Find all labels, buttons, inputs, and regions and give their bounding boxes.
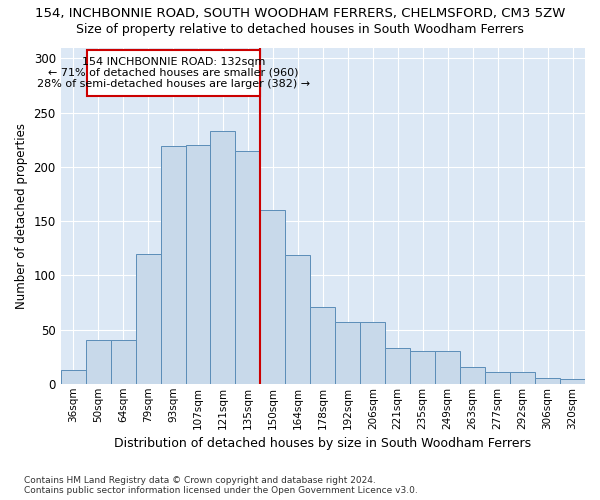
Text: ← 71% of detached houses are smaller (960): ← 71% of detached houses are smaller (96…: [48, 68, 299, 78]
Bar: [260, 210, 286, 384]
Bar: [61, 370, 86, 384]
Bar: [161, 146, 185, 384]
Bar: [310, 306, 335, 384]
Bar: [360, 322, 385, 384]
Text: Contains public sector information licensed under the Open Government Licence v3: Contains public sector information licen…: [24, 486, 418, 495]
Y-axis label: Number of detached properties: Number of detached properties: [15, 122, 28, 308]
Bar: [286, 254, 310, 384]
Text: 154 INCHBONNIE ROAD: 132sqm: 154 INCHBONNIE ROAD: 132sqm: [82, 57, 265, 67]
Bar: [335, 322, 360, 384]
X-axis label: Distribution of detached houses by size in South Woodham Ferrers: Distribution of detached houses by size …: [114, 437, 532, 450]
Bar: [460, 368, 485, 384]
Bar: [136, 254, 161, 384]
Bar: [110, 340, 136, 384]
Bar: [535, 378, 560, 384]
Text: 28% of semi-detached houses are larger (382) →: 28% of semi-detached houses are larger (…: [37, 79, 310, 89]
Bar: [510, 372, 535, 384]
Bar: [385, 348, 410, 384]
Bar: [211, 131, 235, 384]
Bar: [86, 340, 110, 384]
Bar: [410, 351, 435, 384]
Bar: [185, 145, 211, 384]
FancyBboxPatch shape: [87, 50, 260, 96]
Text: Size of property relative to detached houses in South Woodham Ferrers: Size of property relative to detached ho…: [76, 22, 524, 36]
Text: Contains HM Land Registry data © Crown copyright and database right 2024.: Contains HM Land Registry data © Crown c…: [24, 476, 376, 485]
Bar: [235, 150, 260, 384]
Bar: [485, 372, 510, 384]
Bar: [560, 380, 585, 384]
Text: 154, INCHBONNIE ROAD, SOUTH WOODHAM FERRERS, CHELMSFORD, CM3 5ZW: 154, INCHBONNIE ROAD, SOUTH WOODHAM FERR…: [35, 8, 565, 20]
Bar: [435, 351, 460, 384]
